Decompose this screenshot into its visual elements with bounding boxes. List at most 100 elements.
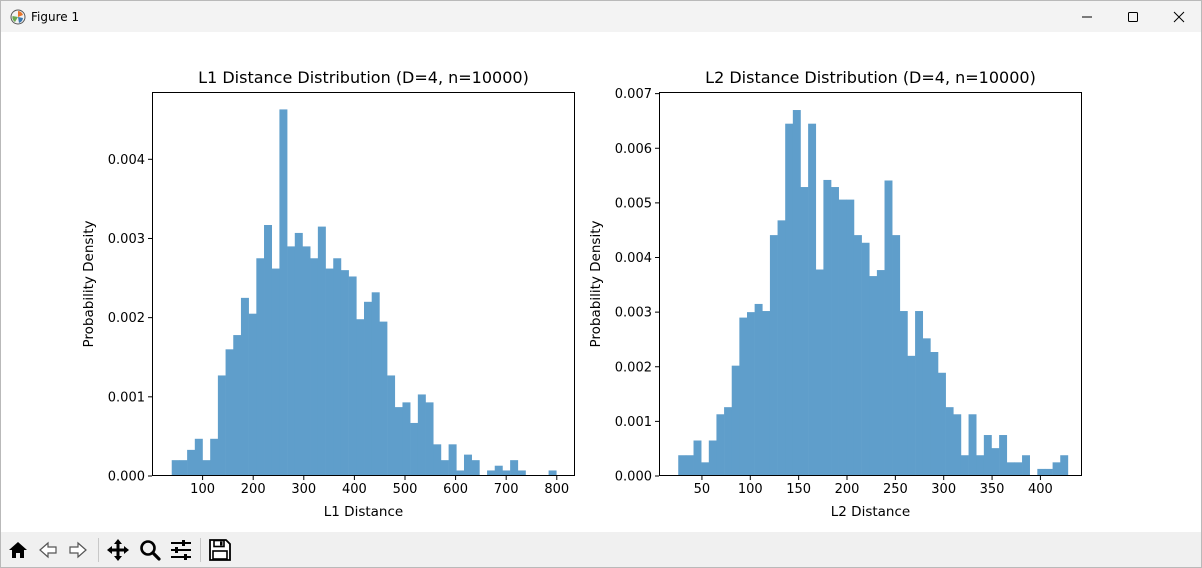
pan-button[interactable] bbox=[104, 536, 132, 564]
histogram-bar bbox=[425, 402, 434, 476]
histogram-bar bbox=[233, 335, 242, 476]
histogram-bar bbox=[502, 470, 511, 476]
histogram-bar bbox=[417, 394, 426, 476]
configure-subplots-button[interactable] bbox=[167, 536, 195, 564]
histogram-bar bbox=[724, 407, 733, 476]
x-tick-label: 100 bbox=[738, 482, 763, 497]
figure-canvas: 100 200 300 400 500 600 700 800 0.000 0.001 0.002 0… bbox=[1, 32, 1201, 532]
y-tick-label: 0.000 bbox=[108, 470, 145, 485]
histogram-bar bbox=[716, 414, 725, 476]
histogram-bar bbox=[701, 462, 710, 476]
histogram-bar bbox=[983, 435, 992, 476]
histogram-bar bbox=[876, 270, 885, 476]
histogram-bar bbox=[471, 460, 480, 476]
histogram-bar bbox=[685, 455, 694, 476]
histogram-bar bbox=[463, 454, 472, 476]
subplot-2: 50 100 150 200 250 300 350 400 0.000 0.001 0.002 0.… bbox=[588, 68, 1082, 520]
x-tick-label: 300 bbox=[931, 482, 956, 497]
histogram-bar bbox=[248, 313, 257, 476]
maximize-button[interactable] bbox=[1110, 1, 1156, 32]
matplotlib-logo-icon bbox=[10, 9, 26, 25]
histogram-bar bbox=[754, 303, 763, 476]
y-tick-label: 0.004 bbox=[108, 153, 145, 168]
histogram-bar bbox=[777, 220, 786, 476]
home-button[interactable] bbox=[4, 536, 32, 564]
histogram-bar bbox=[1052, 462, 1061, 476]
zoom-button[interactable] bbox=[136, 536, 164, 564]
x-tick-label: 600 bbox=[443, 482, 468, 497]
histogram-bar bbox=[678, 455, 687, 476]
histogram-bar bbox=[356, 319, 365, 476]
y-tick-label: 0.003 bbox=[108, 232, 145, 247]
back-arrow-icon bbox=[39, 541, 57, 559]
x-tick-label: 50 bbox=[694, 482, 711, 497]
histogram-bar bbox=[440, 460, 449, 476]
histogram-bar bbox=[922, 338, 931, 476]
magnifier-icon bbox=[140, 540, 161, 561]
histogram-bar bbox=[310, 258, 319, 476]
chart-title: L2 Distance Distribution (D=4, n=10000) bbox=[705, 68, 1036, 87]
y-tick-label: 0.002 bbox=[615, 360, 652, 375]
forward-button[interactable] bbox=[64, 536, 92, 564]
histogram-bar bbox=[510, 460, 519, 476]
histogram-bar bbox=[968, 414, 977, 476]
histogram-bar bbox=[194, 438, 203, 476]
histogram-bar bbox=[348, 276, 357, 476]
histogram-bar bbox=[915, 311, 924, 476]
histogram-bar bbox=[202, 460, 211, 476]
histogram-bar bbox=[815, 269, 824, 476]
x-tick-label: 700 bbox=[494, 482, 519, 497]
x-tick-label: 100 bbox=[190, 482, 215, 497]
y-axis-label: Probability Density bbox=[81, 221, 97, 348]
histogram-bar bbox=[1006, 462, 1015, 476]
y-tick-label: 0.000 bbox=[615, 470, 652, 485]
histogram-bar bbox=[708, 440, 717, 476]
axes-frame bbox=[659, 92, 1082, 476]
histogram-bar bbox=[487, 470, 496, 476]
y-tick-label: 0.001 bbox=[108, 390, 145, 405]
histogram-bar bbox=[861, 242, 870, 476]
histogram-bar bbox=[494, 465, 503, 476]
histogram-bar bbox=[853, 235, 862, 476]
save-button[interactable] bbox=[206, 536, 234, 564]
histogram-bar bbox=[945, 407, 954, 476]
histogram-bar bbox=[410, 422, 419, 476]
histogram-bar bbox=[279, 109, 288, 477]
move-icon bbox=[107, 539, 129, 561]
x-axis-label: L1 Distance bbox=[324, 504, 403, 520]
toolbar-separator bbox=[200, 538, 201, 562]
histogram-bar bbox=[548, 470, 557, 476]
minimize-button[interactable] bbox=[1064, 1, 1110, 32]
histogram-bar bbox=[976, 455, 985, 476]
histogram-bar bbox=[456, 470, 465, 476]
histogram-bar bbox=[333, 258, 342, 476]
histogram-bar bbox=[991, 448, 1000, 476]
x-tick-label: 200 bbox=[241, 482, 266, 497]
histogram-bar bbox=[1022, 455, 1030, 476]
histogram-bar bbox=[210, 438, 219, 476]
y-tick-label: 0.003 bbox=[615, 306, 652, 321]
histogram-bar bbox=[892, 235, 901, 476]
histogram-bar bbox=[171, 460, 180, 476]
close-icon bbox=[1173, 11, 1185, 22]
histogram-bar bbox=[294, 232, 303, 476]
histogram-bar bbox=[448, 444, 457, 476]
close-button[interactable] bbox=[1156, 1, 1202, 32]
histogram-bar bbox=[739, 317, 748, 476]
histogram-bar bbox=[287, 246, 296, 476]
home-icon bbox=[9, 542, 27, 558]
histogram-bar bbox=[325, 268, 334, 476]
histogram-bar bbox=[217, 375, 226, 476]
axes-frame bbox=[152, 92, 575, 476]
x-tick-label: 400 bbox=[342, 482, 367, 497]
histogram-bar bbox=[1014, 462, 1023, 476]
histogram-bar bbox=[884, 180, 893, 477]
histogram-bar bbox=[379, 321, 388, 476]
back-button[interactable] bbox=[34, 536, 62, 564]
y-tick-label: 0.002 bbox=[108, 311, 145, 326]
histogram-bar bbox=[999, 435, 1008, 476]
histogram-bar bbox=[831, 187, 839, 477]
histogram-bar bbox=[517, 470, 526, 476]
histogram-bar bbox=[800, 187, 809, 477]
